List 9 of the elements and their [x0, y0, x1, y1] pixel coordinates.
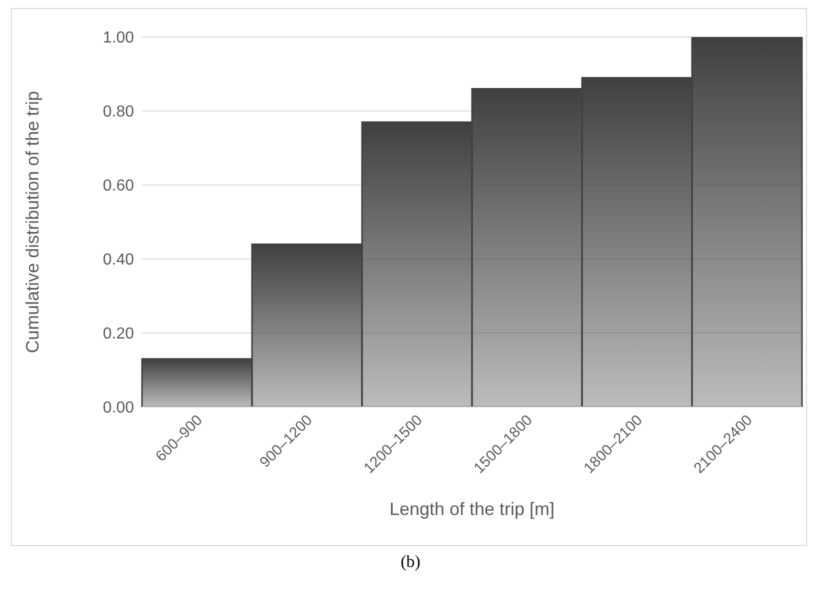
y-tick-label: 1.00 [102, 30, 134, 47]
y-tick-label: 0.20 [102, 326, 134, 343]
y-tick-label: 0.60 [102, 178, 134, 195]
y-tick-label: 0.40 [102, 252, 134, 269]
y-tick-label: 0.00 [102, 400, 134, 417]
x-axis-title: Length of the trip [m] [389, 499, 555, 519]
y-tick-label: 0.80 [102, 104, 134, 121]
y-axis-title: Cumulative distribution of the trip [22, 90, 42, 354]
text: (b) [400, 552, 422, 572]
